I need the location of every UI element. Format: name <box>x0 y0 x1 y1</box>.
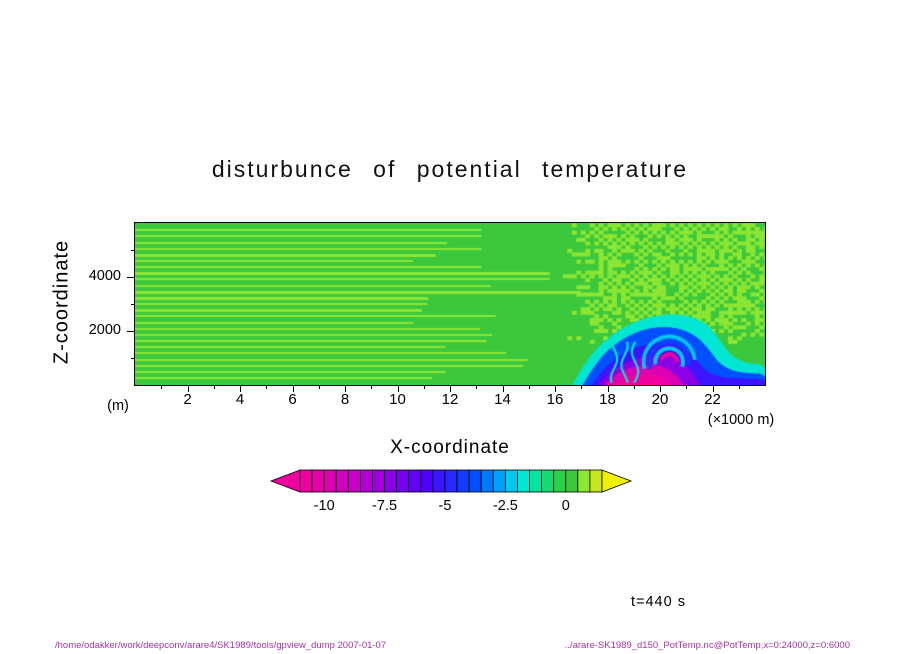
colorbar-cell <box>553 469 567 493</box>
y-axis-label: Z-coordinate <box>50 239 73 365</box>
colorbar-cell <box>384 469 398 493</box>
colorbar-cell <box>529 469 543 493</box>
z-tick-label: 2000 <box>88 322 121 338</box>
x-tick-label: 22 <box>704 391 721 408</box>
colorbar-cell <box>408 469 422 493</box>
colorbar-cell <box>517 469 530 493</box>
x-tick-label: 12 <box>441 391 459 408</box>
heatmap-plot <box>135 223 765 385</box>
colorbar-cell <box>492 469 506 493</box>
colorbar-cell <box>372 469 385 493</box>
colorbar-tick-label: -5 <box>438 498 452 514</box>
colorbar-cell <box>504 469 518 493</box>
colorbar-cell <box>432 469 446 493</box>
colorbar-cell <box>420 469 434 493</box>
colorbar-cell <box>565 469 579 493</box>
x-tick-label: 2 <box>183 391 192 408</box>
x-tick-label: 8 <box>340 391 350 408</box>
x-tick-label: 4 <box>235 391 245 408</box>
time-label: t=440 s <box>631 594 686 610</box>
x-tick-label: 10 <box>389 391 406 408</box>
x-tick-label: 14 <box>494 391 511 408</box>
colorbar-cell <box>456 469 470 493</box>
colorbar-cell <box>347 469 361 493</box>
colorbar-cell <box>359 469 373 493</box>
colorbar-tick-label: -2.5 <box>492 498 518 514</box>
colorbar-cell <box>335 469 349 493</box>
colorbar-cell <box>577 469 591 493</box>
footer-left-path: /home/odakker/work/deepconv/arare4/SK198… <box>55 640 387 651</box>
colorbar-cell <box>468 469 482 493</box>
z-tick-label: 4000 <box>88 268 121 284</box>
x-tick-label: 18 <box>599 391 616 408</box>
footer-right-path: ../arare-SK1989_d150_PotTemp.nc@PotTemp,… <box>564 640 850 651</box>
colorbar-cell <box>311 469 325 493</box>
chart-title: disturbunce of potential temperature <box>211 156 689 182</box>
colorbar-cell <box>299 469 313 493</box>
colorbar-tick-label: -7.5 <box>372 498 398 514</box>
colorbar-cell <box>396 469 410 493</box>
colorbar-cell <box>323 469 337 493</box>
colorbar-cell <box>480 469 494 493</box>
x-tick-label: 20 <box>651 391 669 408</box>
x-tick-label: 6 <box>288 391 297 408</box>
colorbar-cell <box>541 469 555 493</box>
x-tick-label: 16 <box>546 391 564 408</box>
colorbar-left-cap <box>269 469 301 493</box>
colorbar-cell <box>444 469 458 493</box>
y-axis-unit: (m) <box>107 398 129 414</box>
x-axis-label: X-coordinate <box>390 437 510 458</box>
colorbar-cell <box>589 469 603 493</box>
colorbar-right-cap <box>601 469 633 493</box>
x-axis-unit: (×1000 m) <box>707 412 775 428</box>
colorbar-tick-label: 0 <box>561 498 570 514</box>
colorbar-tick-label: -10 <box>313 498 335 514</box>
